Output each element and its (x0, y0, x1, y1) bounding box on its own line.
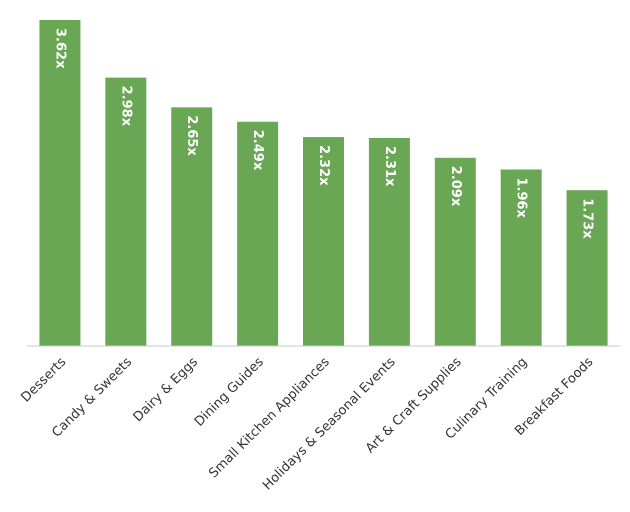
x-tick-label: Desserts (18, 355, 69, 406)
value-label: 2.32x (316, 145, 331, 186)
bar (303, 137, 344, 346)
bar (171, 107, 213, 346)
value-label: 2.09x (448, 166, 463, 207)
bar (566, 190, 608, 346)
value-label: 2.49x (250, 130, 265, 171)
value-label: 3.62x (52, 28, 67, 69)
x-tick-label: Dairy & Eggs (131, 355, 202, 426)
bar (368, 137, 410, 346)
value-label: 2.98x (118, 86, 133, 127)
value-label: 2.31x (382, 146, 397, 187)
x-tick-label: Dining Guides (192, 355, 267, 430)
x-tick-label: Holidays & Seasonal Events (260, 355, 399, 494)
value-label: 2.65x (184, 115, 199, 156)
value-label: 1.96x (514, 177, 529, 218)
value-label: 1.73x (580, 198, 595, 239)
bar (237, 121, 279, 347)
x-tick-label: Small Kitchen Appliances (206, 355, 333, 482)
bar (500, 169, 542, 346)
bar (39, 20, 81, 346)
bar (105, 77, 147, 346)
bar (434, 157, 476, 346)
